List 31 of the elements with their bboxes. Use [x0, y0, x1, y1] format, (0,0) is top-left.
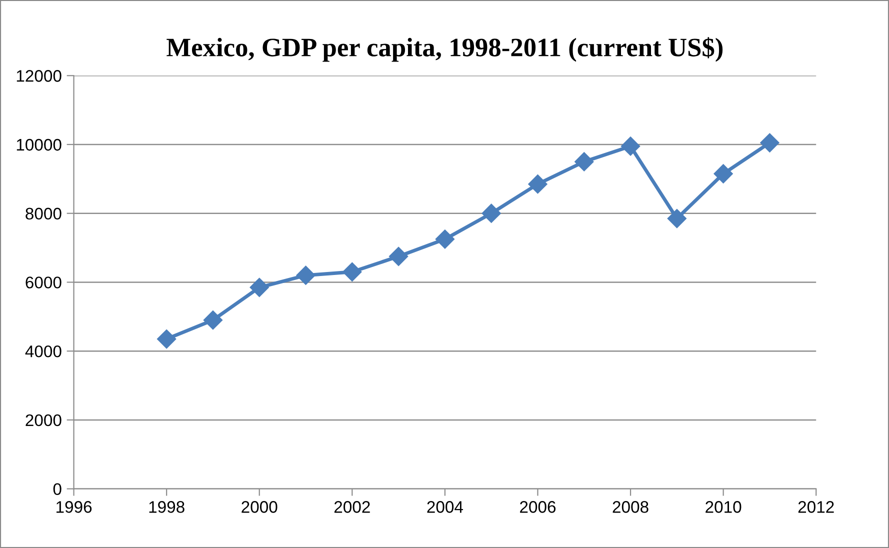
chart-title: Mexico, GDP per capita, 1998-2011 (current US$): [166, 37, 723, 62]
y-tick-label: 0: [53, 483, 62, 496]
point: [296, 266, 316, 285]
point: [528, 174, 548, 194]
y-tick-label: 4000: [25, 345, 62, 358]
point: [620, 136, 640, 156]
point: [157, 330, 176, 349]
y-tick-label: 2000: [26, 414, 62, 426]
point: [435, 230, 454, 249]
x-tick-label: 2000: [242, 501, 278, 513]
y-tick-label: 8000: [26, 208, 62, 220]
x-tick-label: 2012: [798, 501, 834, 513]
point: [760, 133, 780, 152]
x-tick-label: 2006: [520, 501, 556, 513]
point: [250, 278, 269, 297]
x-tick-label: 2010: [706, 501, 742, 513]
point: [482, 204, 501, 223]
y-tick-label: 12000: [16, 70, 62, 82]
x-tick-label: 1998: [149, 501, 184, 513]
point: [203, 310, 223, 330]
point: [667, 208, 686, 228]
y-tick-label: 6000: [26, 276, 62, 288]
x-tick-label: 2008: [612, 501, 648, 513]
y-tick-label: 10000: [16, 138, 62, 151]
point: [714, 164, 733, 184]
x-tick-label: 2002: [334, 501, 370, 513]
point: [574, 152, 594, 172]
point: [389, 246, 408, 266]
x-tick-label: 2004: [427, 501, 463, 513]
point: [342, 262, 362, 282]
x-tick-label: 1996: [56, 501, 92, 513]
